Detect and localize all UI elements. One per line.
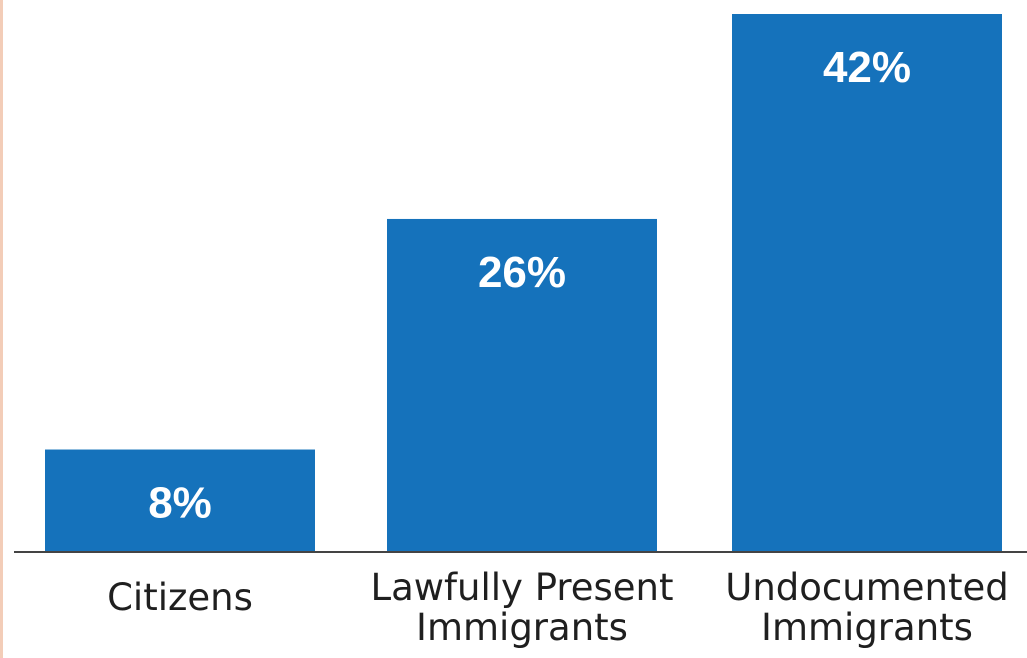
value-labels-group: 8% 26% 42%	[148, 43, 911, 528]
category-label-1-line-0: Lawfully Present	[370, 566, 673, 609]
bar-2	[732, 14, 1002, 552]
bar-0	[45, 449, 315, 552]
value-label-1: 26%	[478, 248, 566, 297]
value-label-0: 8%	[148, 479, 212, 528]
category-label-2-line-0: Undocumented	[725, 566, 1008, 609]
bar-1	[387, 218, 657, 552]
value-label-2: 42%	[823, 43, 911, 92]
category-label-0-line-0: Citizens	[107, 576, 253, 619]
category-label-2-line-1: Immigrants	[761, 606, 973, 649]
left-edge-border	[0, 0, 3, 658]
bars-group	[45, 14, 1002, 552]
category-label-1-line-1: Immigrants	[416, 606, 628, 649]
category-labels-group: Citizens Lawfully PresentImmigrantsUndocu…	[107, 566, 1009, 649]
